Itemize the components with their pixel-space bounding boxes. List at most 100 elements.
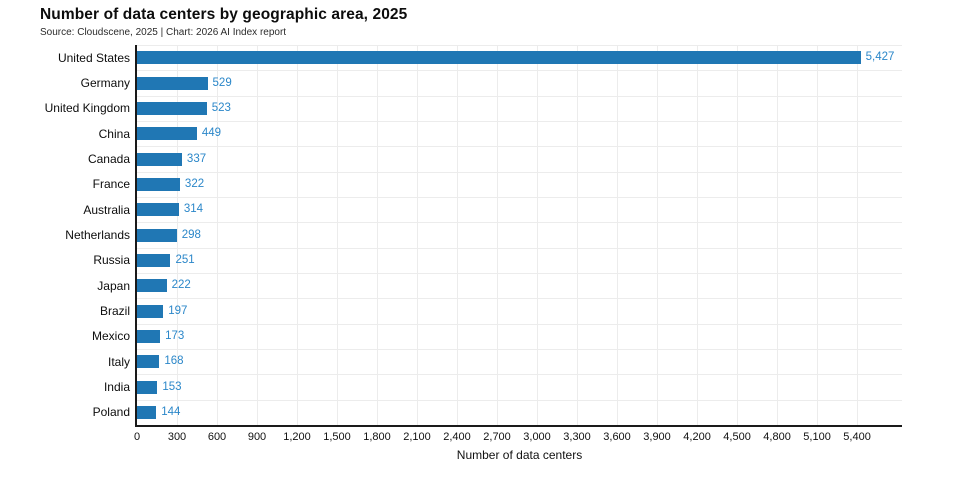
bar xyxy=(137,253,171,267)
y-axis-labels: United States Germany United Kingdom China C… xyxy=(0,45,130,425)
gridline-vertical xyxy=(417,45,419,425)
gridline-vertical xyxy=(257,45,258,425)
plot-area: 5,427 529 523 449 337 322 314 298 251 222 197 173 16… xyxy=(137,45,902,425)
gridline-vertical xyxy=(657,45,659,425)
category-label: India xyxy=(103,379,130,394)
bar-value-label: 153 xyxy=(162,380,182,393)
x-tick-label: 900 xyxy=(247,431,267,443)
bar-value-label: 144 xyxy=(161,405,181,418)
category-label: Italy xyxy=(107,354,130,369)
gridline-horizontal xyxy=(137,146,902,148)
gridline-vertical xyxy=(537,45,539,425)
gridline-vertical xyxy=(737,45,739,425)
bar xyxy=(137,228,177,242)
gridline-vertical xyxy=(577,45,579,425)
gridline-horizontal xyxy=(137,374,902,376)
x-tick-label: 600 xyxy=(207,431,227,443)
bar xyxy=(137,355,160,369)
category-label: Germany xyxy=(80,75,130,90)
category-label: Australia xyxy=(83,202,130,217)
gridline-vertical xyxy=(457,45,459,425)
gridline-horizontal xyxy=(137,70,902,72)
bar-value-label: 337 xyxy=(186,152,207,165)
gridline-horizontal xyxy=(137,45,902,46)
gridline-vertical xyxy=(337,45,339,425)
gridline-horizontal xyxy=(137,171,902,173)
gridline-horizontal xyxy=(137,222,902,224)
bar xyxy=(137,76,208,90)
bar-value-label: 298 xyxy=(181,228,201,241)
bar-value-label: 314 xyxy=(183,203,204,216)
bar xyxy=(137,329,161,343)
x-tick-label: 4,200 xyxy=(683,431,711,443)
category-label: Netherlands xyxy=(65,227,130,242)
y-axis-line xyxy=(135,45,137,427)
bar xyxy=(137,304,164,318)
bar xyxy=(137,279,167,293)
gridline-horizontal xyxy=(137,349,902,350)
category-label: France xyxy=(92,177,130,192)
x-tick-label: 3,000 xyxy=(523,431,551,443)
x-tick-label: 3,900 xyxy=(643,431,671,443)
gridline-horizontal xyxy=(137,298,902,300)
category-label: Poland xyxy=(92,405,130,420)
gridline-vertical xyxy=(817,45,819,425)
gridline-horizontal xyxy=(137,197,902,198)
gridline-vertical xyxy=(617,45,619,425)
bar xyxy=(137,127,197,141)
category-label: Russia xyxy=(93,253,130,268)
gridline-horizontal xyxy=(137,273,902,274)
bar xyxy=(137,152,182,166)
bar-value-label: 168 xyxy=(164,355,184,368)
bar xyxy=(137,405,157,419)
x-tick-label: 3,300 xyxy=(563,431,591,443)
chart-title: Number of data centers by geographic are… xyxy=(40,6,408,23)
x-axis-line xyxy=(135,425,902,427)
bar-value-label: 173 xyxy=(165,329,185,342)
x-tick-label: 2,100 xyxy=(403,431,431,443)
x-tick-label: 3,600 xyxy=(603,431,631,443)
x-tick-label: 0 xyxy=(133,431,141,443)
bar-value-label: 222 xyxy=(171,279,191,292)
x-tick-label: 2,400 xyxy=(443,431,471,443)
gridline-horizontal xyxy=(137,323,902,325)
gridline-vertical xyxy=(217,45,218,425)
bar xyxy=(137,177,180,191)
x-axis-title: Number of data centers xyxy=(456,448,583,462)
bar xyxy=(137,203,179,217)
chart-source: Source: Cloudscene, 2025 | Chart: 2026 A… xyxy=(40,27,287,38)
x-tick-label: 4,500 xyxy=(723,431,751,443)
category-label: United States xyxy=(57,50,130,65)
category-label: China xyxy=(98,126,130,141)
bar-value-label: 529 xyxy=(212,76,232,89)
category-label: Brazil xyxy=(99,303,130,318)
x-tick-label: 5,400 xyxy=(843,431,871,443)
bar xyxy=(137,380,158,394)
x-tick-label: 5,100 xyxy=(803,431,831,443)
x-tick-label: 2,700 xyxy=(483,431,511,443)
bar xyxy=(137,51,861,65)
gridline-vertical xyxy=(297,45,298,425)
bar-value-label: 322 xyxy=(184,177,205,190)
gridline-vertical xyxy=(497,45,499,425)
gridline-horizontal xyxy=(137,121,902,122)
x-tick-label: 4,800 xyxy=(763,431,791,443)
x-tick-label: 1,800 xyxy=(363,431,391,443)
category-label: United Kingdom xyxy=(44,101,130,116)
gridline-horizontal xyxy=(137,247,902,249)
bar-value-label: 449 xyxy=(201,127,222,140)
gridline-vertical xyxy=(697,45,699,425)
bar-value-label: 251 xyxy=(175,253,195,266)
gridline-vertical xyxy=(777,45,779,425)
bar-value-label: 5,427 xyxy=(865,51,895,64)
x-tick-label: 1,200 xyxy=(283,431,311,443)
gridline-vertical xyxy=(177,45,178,425)
bar-value-label: 197 xyxy=(168,304,188,317)
category-label: Canada xyxy=(87,151,130,166)
x-tick-label: 300 xyxy=(167,431,187,443)
bar-value-label: 523 xyxy=(211,101,231,114)
gridline-horizontal xyxy=(137,95,902,97)
x-tick-label: 1,500 xyxy=(323,431,351,443)
gridline-horizontal xyxy=(137,399,902,401)
